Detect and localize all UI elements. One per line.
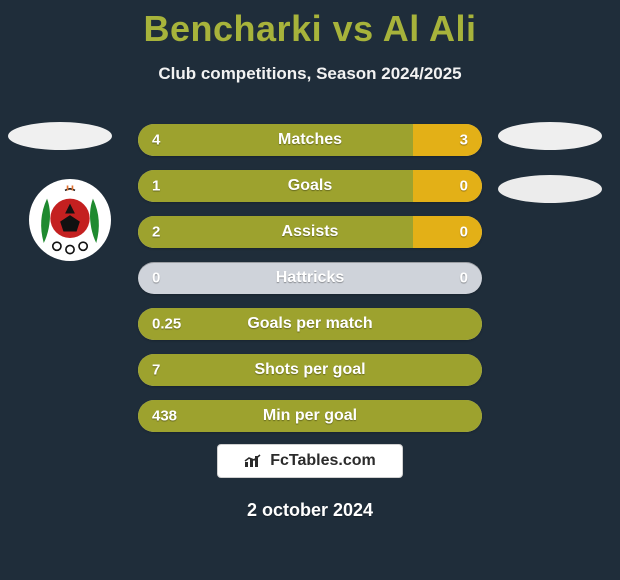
stat-row: 438Min per goal [138,400,482,432]
stat-row: 20Assists [138,216,482,248]
stat-label: Goals per match [138,315,482,333]
comparison-infographic: Bencharki vs Al Ali Club competitions, S… [0,0,620,580]
stat-row: 0.25Goals per match [138,308,482,340]
player1-flag [8,122,112,150]
subtitle: Club competitions, Season 2024/2025 [0,64,620,84]
player2-flag [498,122,602,150]
stat-label: Shots per goal [138,361,482,379]
stat-bars: 43Matches 10Goals 20Assists 00Hattricks 0.25… [138,124,482,446]
source-badge: FcTables.com [217,444,403,478]
stat-label: Matches [138,131,482,149]
player2-club-emblem [498,175,602,203]
generated-date: 2 october 2024 [0,500,620,521]
stat-row: 7Shots per goal [138,354,482,386]
stat-label: Min per goal [138,407,482,425]
stat-label: Goals [138,177,482,195]
stat-label: Hattricks [138,269,482,287]
stat-row: 10Goals [138,170,482,202]
stat-label: Assists [138,223,482,241]
player1-club-emblem [29,179,111,261]
page-title: Bencharki vs Al Ali [0,8,620,50]
source-badge-text: FcTables.com [270,452,376,470]
stat-row: 43Matches [138,124,482,156]
stat-row: 00Hattricks [138,262,482,294]
chart-icon [244,454,264,468]
